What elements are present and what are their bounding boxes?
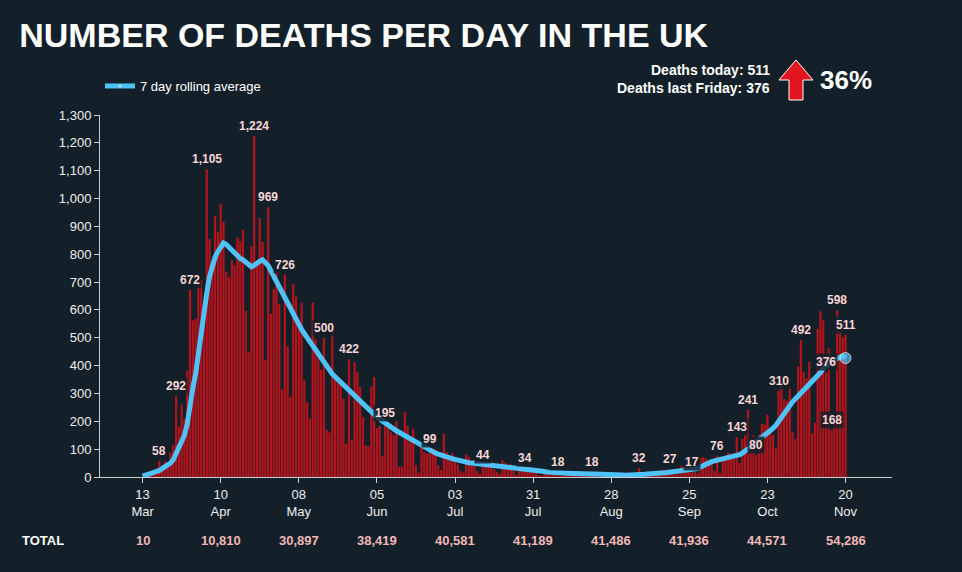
svg-text:500: 500 xyxy=(314,321,334,335)
svg-text:80: 80 xyxy=(749,438,763,452)
svg-text:7 day rolling average: 7 day rolling average xyxy=(140,79,261,94)
svg-text:10,810: 10,810 xyxy=(201,533,241,548)
svg-text:32: 32 xyxy=(632,451,646,465)
svg-text:44,571: 44,571 xyxy=(747,533,787,548)
svg-text:1,000: 1,000 xyxy=(59,191,92,206)
svg-text:Deaths today: 511: Deaths today: 511 xyxy=(651,62,770,78)
svg-text:44: 44 xyxy=(476,448,490,462)
svg-text:38,419: 38,419 xyxy=(357,533,397,548)
svg-text:600: 600 xyxy=(70,302,92,317)
svg-text:100: 100 xyxy=(70,442,92,457)
svg-text:10Apr: 10Apr xyxy=(211,487,232,519)
svg-text:03Jul: 03Jul xyxy=(447,487,464,519)
svg-text:1,300: 1,300 xyxy=(59,108,92,123)
svg-text:54,286: 54,286 xyxy=(826,533,866,548)
svg-text:492: 492 xyxy=(791,323,811,337)
svg-text:969: 969 xyxy=(258,190,278,204)
svg-text:58: 58 xyxy=(152,444,166,458)
svg-text:300: 300 xyxy=(70,386,92,401)
svg-text:200: 200 xyxy=(70,414,92,429)
svg-text:241: 241 xyxy=(738,393,758,407)
svg-text:41,936: 41,936 xyxy=(669,533,709,548)
svg-text:1,105: 1,105 xyxy=(192,152,222,166)
svg-text:76: 76 xyxy=(710,439,724,453)
svg-text:195: 195 xyxy=(375,406,395,420)
svg-text:1,200: 1,200 xyxy=(59,135,92,150)
svg-text:20Nov: 20Nov xyxy=(834,487,858,519)
svg-text:TOTAL: TOTAL xyxy=(22,533,64,548)
svg-text:Deaths last Friday: 376: Deaths last Friday: 376 xyxy=(617,80,770,96)
svg-text:08May: 08May xyxy=(287,487,312,519)
svg-text:05Jun: 05Jun xyxy=(366,487,387,519)
svg-text:13Mar: 13Mar xyxy=(131,487,154,519)
svg-text:168: 168 xyxy=(822,413,842,427)
svg-text:25Sep: 25Sep xyxy=(678,487,701,519)
svg-text:726: 726 xyxy=(275,258,295,272)
svg-text:41,486: 41,486 xyxy=(591,533,631,548)
svg-text:900: 900 xyxy=(70,219,92,234)
svg-text:41,189: 41,189 xyxy=(513,533,553,548)
svg-text:10: 10 xyxy=(136,533,150,548)
svg-text:800: 800 xyxy=(70,247,92,262)
svg-text:31Jul: 31Jul xyxy=(525,487,542,519)
svg-text:1,100: 1,100 xyxy=(59,163,92,178)
svg-text:511: 511 xyxy=(836,318,856,332)
svg-text:700: 700 xyxy=(70,275,92,290)
svg-text:34: 34 xyxy=(518,451,532,465)
svg-text:422: 422 xyxy=(339,342,359,356)
svg-text:310: 310 xyxy=(769,374,789,388)
svg-text:0: 0 xyxy=(84,470,91,485)
svg-text:672: 672 xyxy=(180,273,200,287)
svg-text:500: 500 xyxy=(70,330,92,345)
svg-text:40,581: 40,581 xyxy=(435,533,475,548)
svg-text:376: 376 xyxy=(816,355,836,369)
svg-text:30,897: 30,897 xyxy=(279,533,319,548)
svg-text:143: 143 xyxy=(727,420,747,434)
svg-text:1,224: 1,224 xyxy=(239,119,269,133)
svg-text:18: 18 xyxy=(551,455,565,469)
svg-text:292: 292 xyxy=(166,379,186,393)
svg-text:17: 17 xyxy=(685,455,699,469)
svg-text:400: 400 xyxy=(70,358,92,373)
svg-text:27: 27 xyxy=(663,452,677,466)
svg-text:598: 598 xyxy=(827,293,847,307)
svg-text:99: 99 xyxy=(423,432,437,446)
svg-text:23Oct: 23Oct xyxy=(757,487,778,519)
svg-text:18: 18 xyxy=(585,455,599,469)
svg-text:28Aug: 28Aug xyxy=(600,487,623,519)
svg-text:NUMBER OF DEATHS PER DAY IN TH: NUMBER OF DEATHS PER DAY IN THE UK xyxy=(19,16,708,54)
svg-text:36%: 36% xyxy=(820,65,872,95)
